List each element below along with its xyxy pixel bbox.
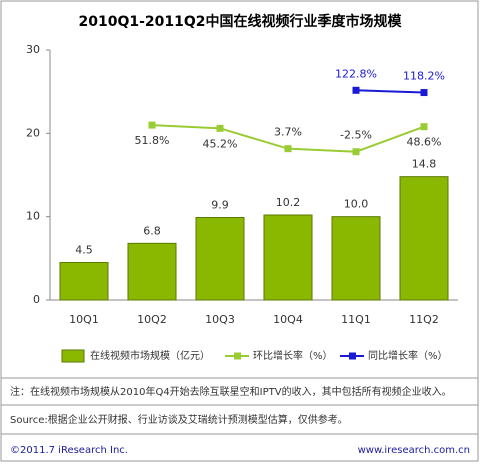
- point-label: 118.2%: [403, 70, 445, 83]
- legend-label: 在线视频市场规模（亿元）: [90, 349, 210, 362]
- y-tick-label: 10: [26, 210, 40, 223]
- x-tick-label: 10Q4: [273, 313, 303, 326]
- footer-left: ©2011.7 iResearch Inc.: [10, 445, 128, 456]
- legend-marker: [234, 352, 241, 360]
- legend-label: 同比增长率（%）: [368, 349, 448, 362]
- point-label: 51.8%: [135, 134, 170, 147]
- note: Source:根据企业公开财报、行业访谈及艾瑞统计预测模型估算，仅供参考。: [10, 413, 348, 426]
- bar: [399, 176, 449, 301]
- bar-label: 9.9: [211, 199, 229, 212]
- legend-label: 环比增长率（%）: [253, 349, 333, 362]
- bar-label: 14.8: [412, 158, 437, 171]
- x-tick-label: 10Q3: [205, 313, 235, 326]
- bar-label: 10.2: [276, 196, 301, 209]
- point: [420, 123, 428, 131]
- bar: [59, 262, 109, 301]
- x-tick-label: 10Q1: [69, 313, 99, 326]
- x-tick-label: 11Q2: [409, 313, 439, 326]
- bar: [127, 242, 177, 301]
- point: [420, 89, 428, 97]
- bar: [263, 214, 313, 301]
- point-label: 122.8%: [335, 67, 377, 80]
- point-label: 45.2%: [203, 137, 238, 150]
- point: [148, 121, 156, 129]
- footer-right: www.iresearch.com.cn: [358, 445, 470, 456]
- x-tick-label: 10Q2: [137, 313, 167, 326]
- point: [216, 124, 224, 132]
- x-tick-label: 11Q1: [341, 313, 371, 326]
- y-tick-label: 20: [26, 126, 40, 139]
- point-label: 48.6%: [407, 136, 442, 149]
- bar-label: 4.5: [75, 244, 93, 257]
- chart-title: 2010Q1-2011Q2中国在线视频行业季度市场规模: [78, 13, 402, 30]
- point: [352, 148, 360, 156]
- bar-label: 10.0: [344, 198, 369, 211]
- note: 注：在线视频市场规模从2010年Q4开始去除互联星空和IPTV的收入，其中包括所…: [10, 385, 452, 398]
- y-tick-label: 0: [33, 293, 40, 306]
- legend-marker: [349, 352, 356, 360]
- line: [355, 89, 425, 94]
- bar: [195, 217, 245, 301]
- bar-label: 6.8: [143, 224, 161, 237]
- point-label: -2.5%: [340, 129, 372, 142]
- point: [352, 86, 360, 94]
- y-tick-label: 30: [26, 43, 40, 56]
- bar: [331, 216, 381, 301]
- point: [284, 145, 292, 153]
- point-label: 3.7%: [274, 126, 302, 139]
- legend-swatch: [61, 349, 85, 363]
